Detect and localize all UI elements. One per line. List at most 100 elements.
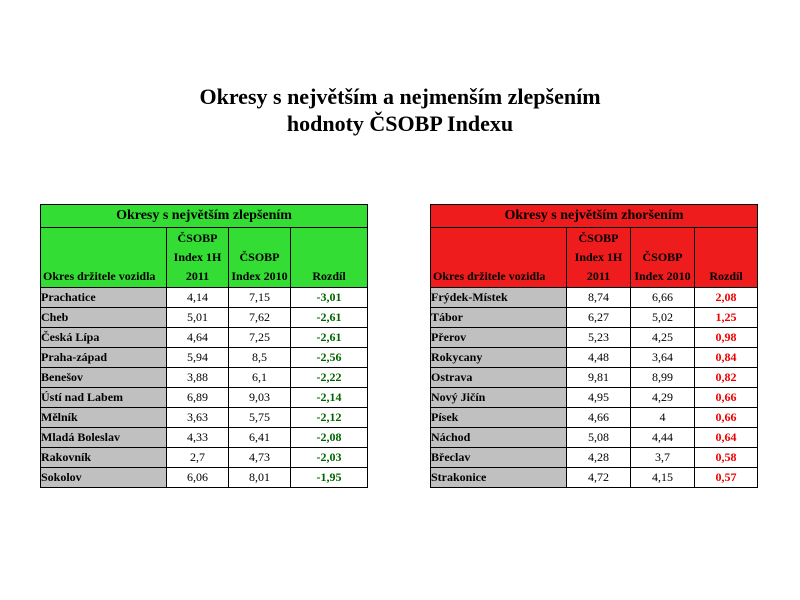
index-current-cell: 5,01 (166, 307, 229, 328)
district-cell: Frýdek-Místek (430, 287, 567, 308)
index-current-cell: 4,48 (566, 347, 631, 368)
column-header-index-prev: ČSOBP Index 2010 (228, 227, 291, 288)
index-prev-cell: 4,15 (630, 467, 695, 488)
column-header-index-current: ČSOBP Index 1H 2011 (166, 227, 229, 288)
index-current-cell: 8,74 (566, 287, 631, 308)
index-prev-cell: 3,7 (630, 447, 695, 468)
worsening-header-row: Okres držitele vozidla ČSOBP Index 1H 20… (430, 227, 758, 288)
district-cell: Rakovník (40, 447, 167, 468)
improvement-caption: Okresy s největším zlepšením (39, 204, 369, 228)
improvement-table-body: Prachatice 4,14 7,15 -3,01 Cheb 5,01 7,62 -2,61… (40, 287, 369, 488)
table-row: Ústí nad Labem 6,89 9,03 -2,14 (40, 387, 369, 408)
page-title-line-1: Okresy s největším a nejmenším zlepšením (199, 84, 601, 109)
table-row: Frýdek-Místek 8,74 6,66 2,08 (430, 287, 758, 308)
diff-cell: 1,25 (694, 307, 758, 328)
index-prev-cell: 8,5 (228, 347, 291, 368)
diff-cell: -2,08 (289, 427, 369, 448)
diff-cell: 0,58 (694, 447, 758, 468)
column-header-diff: Rozdíl (289, 227, 369, 288)
improvement-caption-row: Okresy s největším zlepšením (39, 204, 369, 228)
table-row: Praha-západ 5,94 8,5 -2,56 (40, 347, 369, 368)
table-row: Sokolov 6,06 8,01 -1,95 (40, 467, 369, 488)
diff-cell: -2,56 (289, 347, 369, 368)
district-cell: Rokycany (430, 347, 567, 368)
table-row: Mělník 3,63 5,75 -2,12 (40, 407, 369, 428)
district-cell: Písek (430, 407, 567, 428)
column-header-index-prev: ČSOBP Index 2010 (630, 227, 695, 288)
table-row: Písek 4,66 4 0,66 (430, 407, 758, 428)
table-row: Břeclav 4,28 3,7 0,58 (430, 447, 758, 468)
diff-cell: 0,66 (694, 387, 758, 408)
index-prev-cell: 4,73 (228, 447, 291, 468)
page-title-line-2: hodnoty ČSOBP Indexu (286, 111, 514, 136)
district-cell: Nový Jičín (430, 387, 567, 408)
table-row: Nový Jičín 4,95 4,29 0,66 (430, 387, 758, 408)
diff-cell: 0,84 (694, 347, 758, 368)
index-current-cell: 3,63 (166, 407, 229, 428)
table-row: Cheb 5,01 7,62 -2,61 (40, 307, 369, 328)
index-prev-cell: 6,1 (228, 367, 291, 388)
diff-cell: 2,08 (694, 287, 758, 308)
index-current-cell: 4,72 (566, 467, 631, 488)
diff-cell: 0,57 (694, 467, 758, 488)
diff-cell: -2,61 (289, 307, 369, 328)
diff-cell: -2,22 (289, 367, 369, 388)
table-row: Strakonice 4,72 4,15 0,57 (430, 467, 758, 488)
worsening-table-body: Frýdek-Místek 8,74 6,66 2,08 Tábor 6,27 5,02 1,… (430, 287, 758, 488)
index-prev-cell: 8,99 (630, 367, 695, 388)
column-header-district: Okres držitele vozidla (40, 227, 167, 288)
diff-cell: 0,82 (694, 367, 758, 388)
index-prev-cell: 6,66 (630, 287, 695, 308)
table-row: Česká Lípa 4,64 7,25 -2,61 (40, 327, 369, 348)
index-current-cell: 6,89 (166, 387, 229, 408)
worsening-table: Okresy s největším zhoršením Okres držit… (430, 204, 758, 488)
index-prev-cell: 7,62 (228, 307, 291, 328)
page-title: Okresy s největším a nejmenším zlepšením… (0, 83, 800, 137)
district-cell: Mělník (40, 407, 167, 428)
column-header-index-current: ČSOBP Index 1H 2011 (566, 227, 631, 288)
table-row: Rakovník 2,7 4,73 -2,03 (40, 447, 369, 468)
index-current-cell: 4,28 (566, 447, 631, 468)
table-row: Tábor 6,27 5,02 1,25 (430, 307, 758, 328)
index-current-cell: 4,66 (566, 407, 631, 428)
diff-cell: -2,61 (289, 327, 369, 348)
table-row: Mladá Boleslav 4,33 6,41 -2,08 (40, 427, 369, 448)
worsening-caption: Okresy s největším zhoršením (430, 204, 758, 228)
index-prev-cell: 7,25 (228, 327, 291, 348)
diff-cell: 0,64 (694, 427, 758, 448)
table-row: Benešov 3,88 6,1 -2,22 (40, 367, 369, 388)
diff-cell: -2,14 (289, 387, 369, 408)
improvement-header-row: Okres držitele vozidla ČSOBP Index 1H 20… (40, 227, 369, 288)
district-cell: Tábor (430, 307, 567, 328)
index-prev-cell: 3,64 (630, 347, 695, 368)
district-cell: Ústí nad Labem (40, 387, 167, 408)
district-cell: Břeclav (430, 447, 567, 468)
district-cell: Prachatice (40, 287, 167, 308)
district-cell: Ostrava (430, 367, 567, 388)
diff-cell: -2,03 (289, 447, 369, 468)
table-row: Rokycany 4,48 3,64 0,84 (430, 347, 758, 368)
index-current-cell: 4,14 (166, 287, 229, 308)
district-cell: Benešov (40, 367, 167, 388)
index-prev-cell: 8,01 (228, 467, 291, 488)
index-current-cell: 5,94 (166, 347, 229, 368)
index-current-cell: 2,7 (166, 447, 229, 468)
district-cell: Náchod (430, 427, 567, 448)
district-cell: Cheb (40, 307, 167, 328)
diff-cell: -3,01 (289, 287, 369, 308)
index-prev-cell: 4 (630, 407, 695, 428)
index-prev-cell: 6,41 (228, 427, 291, 448)
index-current-cell: 6,27 (566, 307, 631, 328)
index-prev-cell: 4,25 (630, 327, 695, 348)
index-current-cell: 9,81 (566, 367, 631, 388)
table-row: Náchod 5,08 4,44 0,64 (430, 427, 758, 448)
index-prev-cell: 4,44 (630, 427, 695, 448)
index-current-cell: 3,88 (166, 367, 229, 388)
index-current-cell: 4,95 (566, 387, 631, 408)
table-row: Prachatice 4,14 7,15 -3,01 (40, 287, 369, 308)
column-header-diff: Rozdíl (694, 227, 758, 288)
index-current-cell: 6,06 (166, 467, 229, 488)
improvement-table: Okresy s největším zlepšením Okres držit… (39, 204, 369, 488)
index-prev-cell: 4,29 (630, 387, 695, 408)
index-current-cell: 5,23 (566, 327, 631, 348)
